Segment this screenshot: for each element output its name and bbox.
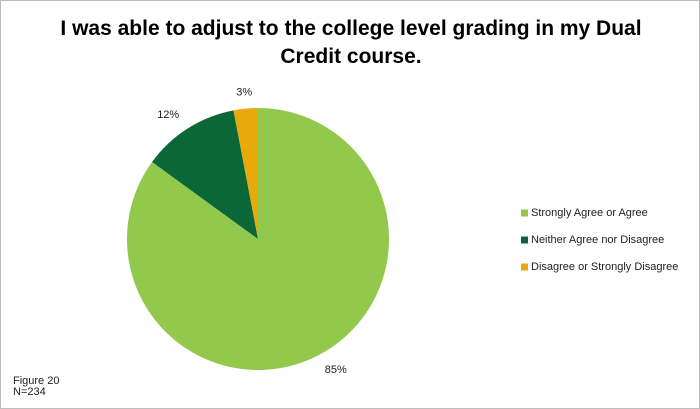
legend-label: Disagree or Strongly Disagree bbox=[531, 261, 678, 273]
chart-title: I was able to adjust to the college leve… bbox=[60, 17, 642, 68]
pie-slice bbox=[233, 108, 258, 239]
legend-swatch bbox=[521, 236, 528, 244]
note: N=234 bbox=[13, 386, 46, 398]
legend-swatch bbox=[521, 209, 528, 217]
data-label: 85% bbox=[325, 364, 347, 376]
legend-label: Strongly Agree or Agree bbox=[531, 207, 648, 219]
data-label: 3% bbox=[236, 87, 252, 99]
note: Figure 20 bbox=[13, 375, 59, 387]
legend-swatch bbox=[521, 263, 528, 271]
legend-label: Neither Agree nor Disagree bbox=[531, 234, 664, 246]
data-label: 12% bbox=[157, 109, 179, 121]
pie-slice bbox=[152, 110, 258, 239]
